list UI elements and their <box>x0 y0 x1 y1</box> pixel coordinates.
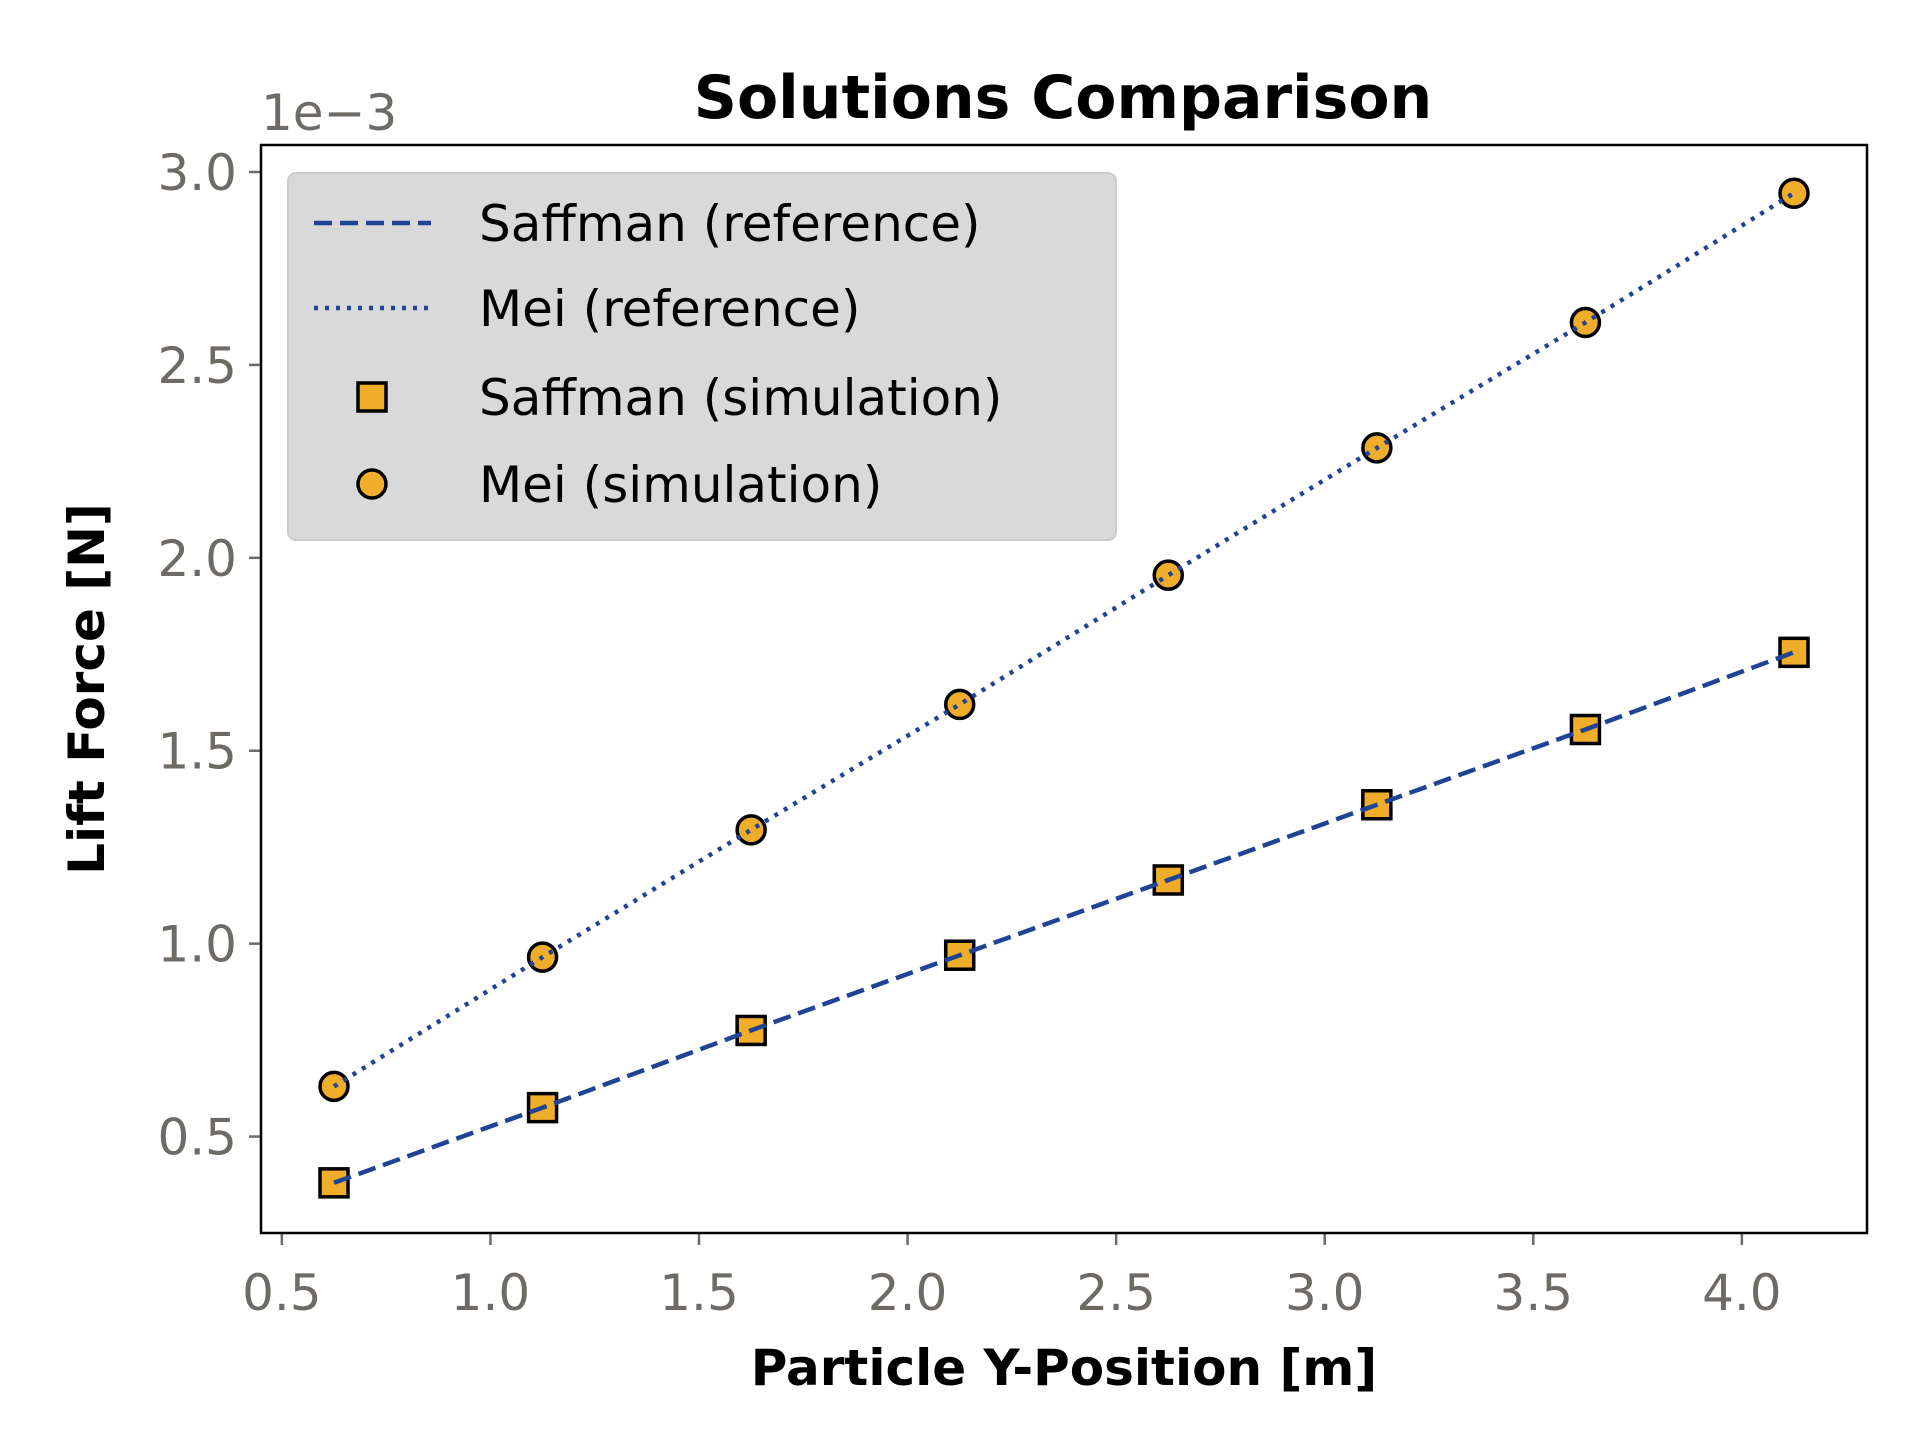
axes-frame <box>259 143 1869 1235</box>
x-axis-label: Particle Y-Position [m] <box>751 1339 1378 1397</box>
x-tick-label: 3.5 <box>1494 1264 1574 1322</box>
series-line-dotted <box>332 191 1796 1089</box>
legend-label: Mei (reference) <box>479 280 860 338</box>
x-tick-label: 4.0 <box>1702 1264 1782 1322</box>
data-point-circle <box>943 688 976 721</box>
data-point-square <box>1778 636 1810 669</box>
y-tick-label: 2.0 <box>157 530 237 588</box>
data-point-circle <box>1778 177 1810 209</box>
x-tick-label: 2.0 <box>868 1264 948 1322</box>
legend-label: Saffman (simulation) <box>479 369 1002 427</box>
legend-label: Mei (simulation) <box>479 456 882 514</box>
legend-label: Saffman (reference) <box>479 195 981 253</box>
x-tick-label: 1.0 <box>451 1264 531 1322</box>
y-tick-label: 3.0 <box>157 144 237 202</box>
y-axis-label: Lift Force [N] <box>58 503 116 875</box>
legend: Saffman (reference) Mei (reference) Saffma… <box>287 172 1117 541</box>
legend-box <box>287 172 1117 541</box>
legend-marker-circle <box>356 468 388 500</box>
x-tick-label: 1.5 <box>659 1264 739 1322</box>
data-point-square <box>318 1167 350 1199</box>
x-tick-label: 3.0 <box>1285 1264 1365 1322</box>
chart-title: Solutions Comparison <box>694 63 1433 133</box>
legend-marker-square <box>356 381 388 413</box>
data-point-circle <box>1152 559 1185 591</box>
x-axis: 0.5 1.0 1.5 2.0 2.5 3.0 3.5 4.0 <box>242 1233 1782 1322</box>
y-tick-label: 1.0 <box>157 916 237 974</box>
x-tick-label: 2.5 <box>1076 1264 1156 1322</box>
y-tick-label: 2.5 <box>157 337 237 395</box>
y-tick-label: 0.5 <box>157 1109 237 1167</box>
data-point-circle <box>735 814 767 846</box>
plot-area <box>318 177 1810 1199</box>
y-axis: 0.5 1.0 1.5 2.0 2.5 3.0 <box>157 144 261 1167</box>
y-tick-label: 1.5 <box>157 723 237 781</box>
y-offset-label: 1e−3 <box>261 84 397 142</box>
x-tick-label: 0.5 <box>242 1264 322 1322</box>
